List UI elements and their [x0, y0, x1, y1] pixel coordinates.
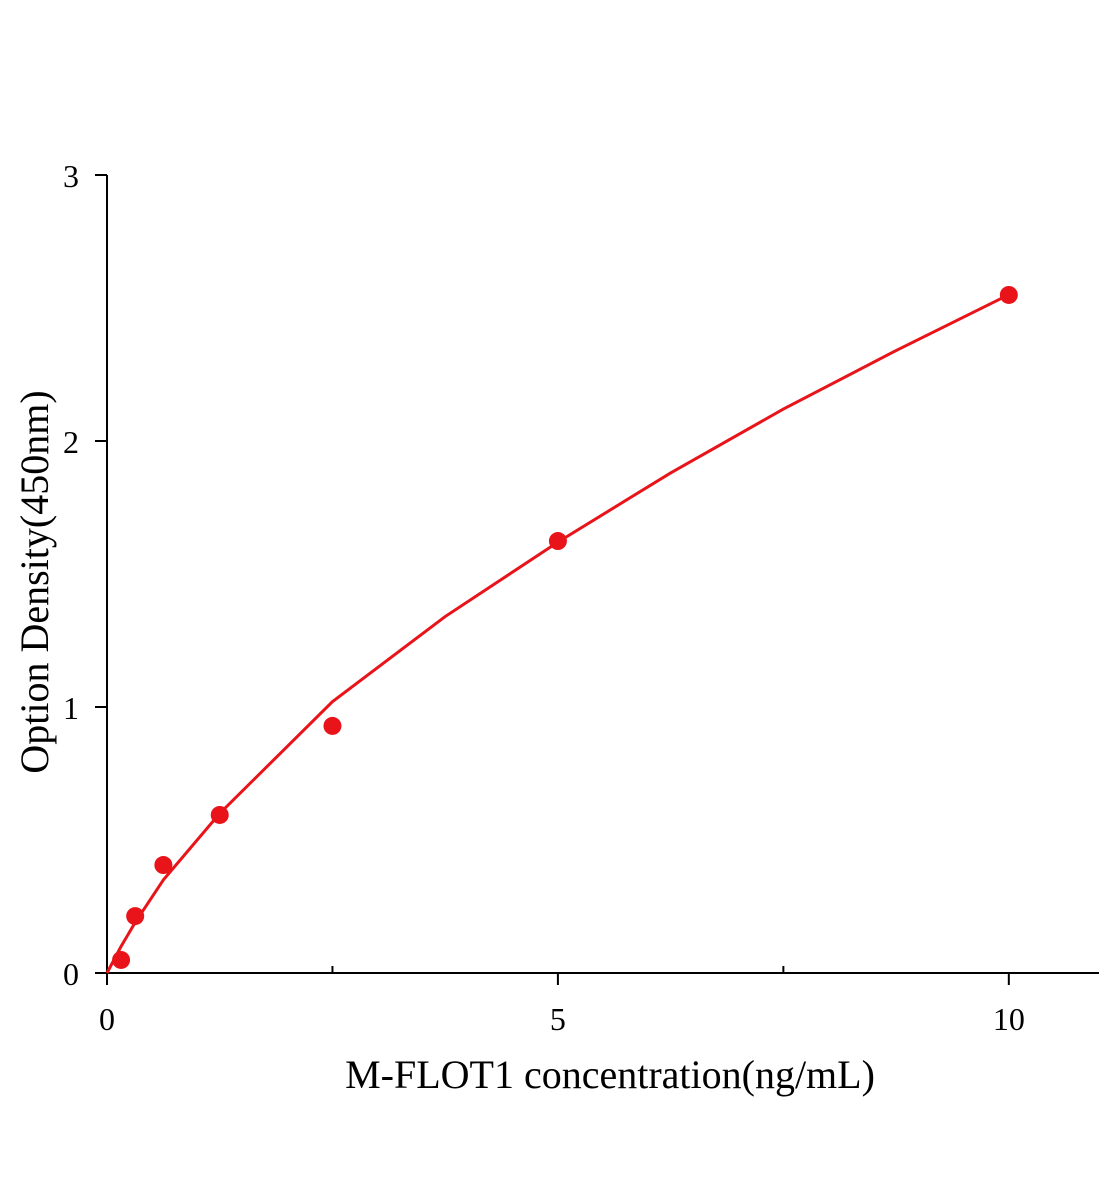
fit-curve: [105, 293, 1010, 974]
y-tick-label: 0: [63, 956, 79, 992]
y-tick-label: 1: [63, 690, 79, 726]
x-tick-label: 0: [99, 1001, 115, 1037]
point: [323, 716, 342, 735]
point: [548, 532, 567, 551]
point: [999, 285, 1018, 304]
x-tick-label: 5: [550, 1001, 566, 1037]
y-tick-label: 2: [63, 424, 79, 460]
point: [112, 950, 131, 969]
point: [154, 856, 173, 875]
y-tick-label: 3: [63, 158, 79, 194]
y-axis-label: Option Density(450nm): [12, 390, 57, 773]
x-axis-label: M-FLOT1 concentration(ng/mL): [345, 1052, 875, 1097]
point: [126, 907, 145, 926]
point: [210, 805, 229, 824]
x-tick-label: 10: [993, 1001, 1025, 1037]
